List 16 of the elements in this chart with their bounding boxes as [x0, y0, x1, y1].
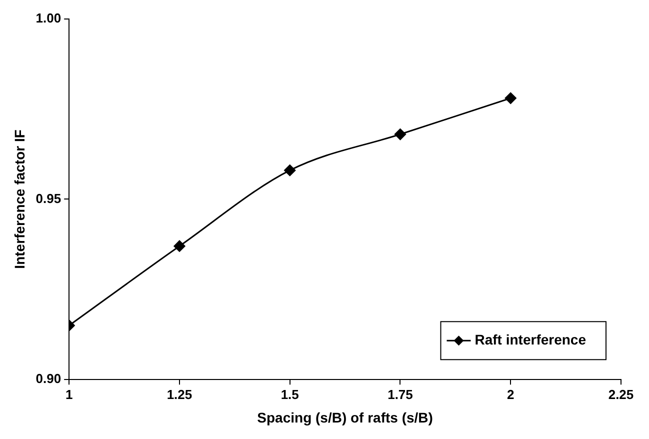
x-tick-label: 1 [65, 386, 73, 402]
y-tick-label: 1.00 [36, 10, 62, 26]
x-tick-label: 1.75 [388, 386, 413, 402]
point [504, 92, 516, 104]
y-tick-label: 0.95 [36, 190, 62, 206]
x-tick-label: 2 [507, 386, 514, 402]
x-tick-label: 1.5 [280, 386, 299, 402]
x-axis-title: Spacing (s/B) of rafts (s/B) [257, 409, 433, 426]
x-tick-label: 2.25 [608, 386, 634, 402]
y-axis-title: Interference factor IF [11, 129, 28, 269]
point [174, 240, 186, 252]
legend-label: Raft interference [474, 331, 586, 348]
y-tick-label: 0.90 [36, 371, 62, 386]
point [394, 128, 406, 140]
point [284, 164, 296, 176]
x-tick-label: 1.25 [166, 386, 192, 402]
